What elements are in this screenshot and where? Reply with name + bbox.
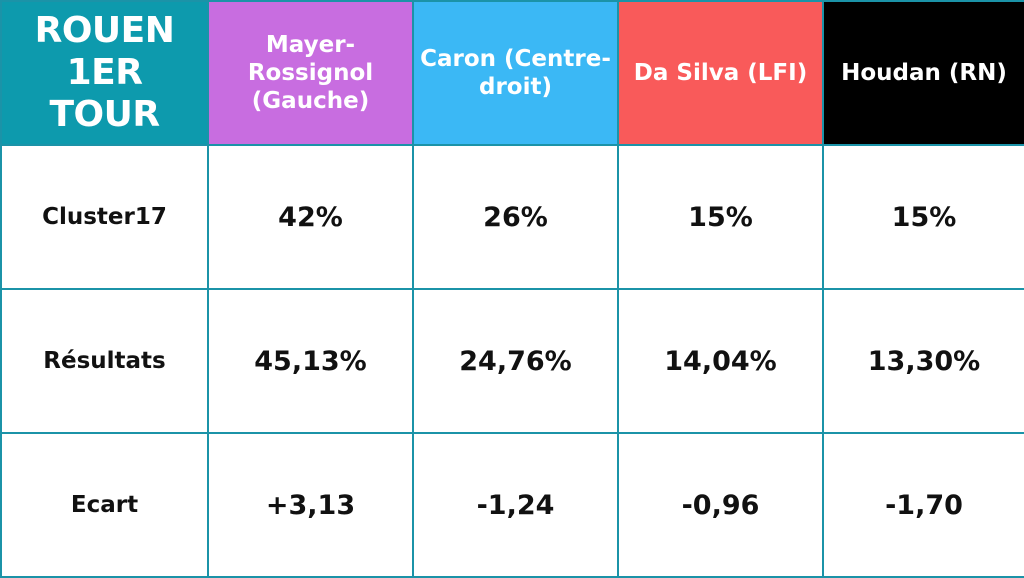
candidate-header-mayer-rossignol: Mayer-Rossignol (Gauche)	[207, 0, 414, 146]
cell-resultats-da-silva: 14,04%	[617, 288, 824, 434]
cell-ecart-houdan: -1,70	[822, 432, 1024, 578]
candidate-header-houdan: Houdan (RN)	[822, 0, 1024, 146]
cell-resultats-mayer-rossignol: 45,13%	[207, 288, 414, 434]
table-title-line-1: ROUEN	[34, 10, 175, 51]
cell-ecart-mayer-rossignol: +3,13	[207, 432, 414, 578]
table-title-line-2: 1ER TOUR	[49, 52, 160, 135]
row-label-cluster17: Cluster17	[0, 144, 209, 290]
header-row: ROUEN 1ER TOUR Mayer-Rossignol (Gauche) …	[0, 0, 1024, 146]
table-title: ROUEN 1ER TOUR	[0, 0, 209, 146]
row-cluster17: Cluster17 42% 26% 15% 15%	[0, 144, 1024, 290]
cell-resultats-caron: 24,76%	[412, 288, 619, 434]
row-resultats: Résultats 45,13% 24,76% 14,04% 13,30%	[0, 288, 1024, 434]
cell-ecart-caron: -1,24	[412, 432, 619, 578]
cell-ecart-da-silva: -0,96	[617, 432, 824, 578]
cell-cluster17-mayer-rossignol: 42%	[207, 144, 414, 290]
cell-cluster17-caron: 26%	[412, 144, 619, 290]
cell-resultats-houdan: 13,30%	[822, 288, 1024, 434]
row-label-resultats: Résultats	[0, 288, 209, 434]
row-ecart: Ecart +3,13 -1,24 -0,96 -1,70	[0, 432, 1024, 578]
candidate-header-caron: Caron (Centre-droit)	[412, 0, 619, 146]
cell-cluster17-da-silva: 15%	[617, 144, 824, 290]
candidate-header-da-silva: Da Silva (LFI)	[617, 0, 824, 146]
row-label-ecart: Ecart	[0, 432, 209, 578]
cell-cluster17-houdan: 15%	[822, 144, 1024, 290]
